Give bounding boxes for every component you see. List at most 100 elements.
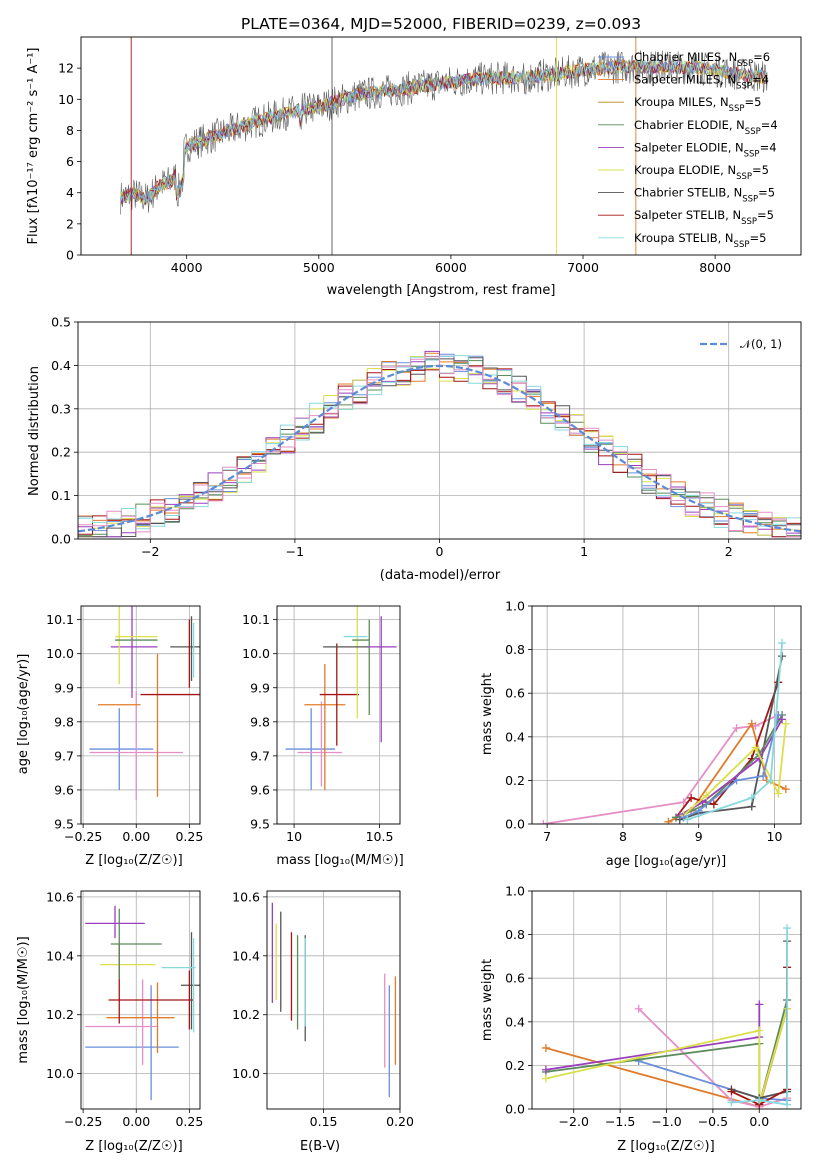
age-vs-z-ylabel: age [log₁₀(age/yr)] [16, 654, 31, 775]
y-tick-label: 10.2 [232, 1007, 260, 1022]
weight-series-line [731, 928, 788, 1106]
weight-marker [732, 724, 741, 733]
spectrum-title: PLATE=0364, MJD=52000, FIBERID=0239, z=0… [241, 15, 641, 33]
x-tick-label: 10 [767, 829, 783, 844]
weight-marker [778, 715, 787, 724]
x-tick-label: −1.0 [651, 1114, 681, 1129]
y-tick-label: 9.5 [54, 817, 74, 832]
spectrum-series-line [120, 59, 768, 206]
x-tick-label: 0.0 [749, 1114, 769, 1129]
errorbars [89, 606, 200, 801]
weight-marker [709, 800, 718, 809]
legend-entry: Salpeter ELODIE, NSSP=4 [634, 140, 777, 159]
y-tick-label: 0.1 [51, 488, 71, 503]
y-tick-label: 10.0 [242, 646, 270, 661]
y-tick-label: 10 [58, 92, 74, 107]
histogram-series [78, 350, 801, 539]
spectrum-ylabel: Flux [fλ10⁻¹⁷ erg cm⁻² s⁻¹ A⁻¹] [26, 48, 41, 245]
y-tick-label: 10.0 [46, 646, 74, 661]
weight-marker [759, 772, 768, 781]
weight-marker [747, 793, 756, 802]
x-tick-label: 5000 [303, 260, 335, 275]
y-tick-label: 10.4 [232, 948, 260, 963]
legend-entry: Kroupa STELIB, NSSP=5 [634, 231, 766, 250]
plot-frame [276, 605, 401, 825]
weight-vs-age-xlabel: age [log₁₀(age/yr)] [606, 854, 727, 869]
x-tick-label: 0.15 [310, 1114, 338, 1129]
y-tick-label: 10.0 [232, 1066, 260, 1081]
weight-series-line [687, 643, 783, 821]
y-tick-label: 0.2 [51, 445, 71, 460]
legend-entry: Kroupa ELODIE, NSSP=5 [634, 163, 769, 182]
x-tick-label: 4000 [171, 260, 203, 275]
plot-frame [80, 36, 802, 256]
y-tick-label: 9.7 [54, 748, 74, 763]
x-tick-label: −0.5 [698, 1114, 728, 1129]
weight-marker [664, 817, 673, 824]
x-tick-label: 0.25 [175, 829, 203, 844]
spectrum-series-line [120, 59, 768, 204]
x-tick-label: 0.20 [386, 1114, 414, 1129]
y-tick-label: 4 [66, 185, 74, 200]
y-tick-label: 0.2 [505, 1058, 525, 1073]
weight-marker [778, 639, 787, 648]
y-tick-label: 0.5 [51, 315, 71, 330]
weight-marker [727, 1087, 736, 1096]
x-tick-label: 8000 [699, 260, 731, 275]
mass-vs-z-xlabel: Z [log₁₀(Z/Z☉)] [85, 1139, 182, 1154]
legend-entry: Salpeter MILES, NSSP=4 [634, 73, 769, 92]
residuals-ylabel: Normed distribution [27, 366, 42, 496]
x-tick-label: 7 [543, 829, 551, 844]
weight-marker [747, 719, 756, 728]
weight-marker [783, 924, 792, 933]
gaussian-curve [78, 364, 801, 533]
weight-marker [766, 776, 775, 785]
x-tick-label: 1 [580, 544, 588, 559]
y-tick-label: 6 [66, 154, 74, 169]
x-tick-label: 0 [436, 544, 444, 559]
y-tick-label: 0.0 [505, 817, 525, 832]
weight-vs-z-xlabel: Z [log₁₀(Z/Z☉)] [617, 1139, 714, 1154]
weight-series-line [545, 1008, 788, 1105]
residuals-panel: (data-model)/error Normed distribution 𝒩… [27, 315, 802, 583]
x-tick-label: −1 [286, 544, 304, 559]
weight-vs-z-ylabel: mass weight [480, 959, 495, 1041]
y-tick-label: 10.6 [232, 889, 260, 904]
mass-vs-ebv-xlabel: E(B-V) [300, 1139, 340, 1154]
y-tick-label: 0.0 [51, 532, 71, 547]
plot-frame [80, 605, 201, 825]
y-tick-label: 0.4 [505, 1014, 525, 1029]
y-tick-label: 10.4 [46, 948, 74, 963]
weight-vs-age-panel: age [log₁₀(age/yr)] mass weight 7 8 9 10 0.0… [480, 599, 802, 869]
x-tick-label: 7000 [567, 260, 599, 275]
y-tick-label: 0.4 [505, 729, 525, 744]
x-tick-label: 0.00 [122, 829, 150, 844]
errorbars [271, 902, 397, 1098]
legend-entry: Salpeter STELIB, NSSP=5 [634, 208, 774, 227]
y-tick-label: 10.0 [46, 1066, 74, 1081]
x-tick-label: −0.25 [64, 829, 102, 844]
y-tick-label: 2 [66, 216, 74, 231]
weight-marker [539, 820, 548, 824]
y-tick-label: 9.5 [250, 817, 270, 832]
weight-marker [687, 793, 696, 802]
histogram-series [78, 356, 801, 539]
legend-entry: Chabrier ELODIE, NSSP=4 [634, 118, 778, 137]
weight-marker [634, 1004, 643, 1013]
x-tick-label: 2 [725, 544, 733, 559]
weight-marker [774, 789, 783, 798]
weight-marker [702, 791, 711, 800]
spectrum-xlabel: wavelength [Angstrom, rest frame] [327, 283, 556, 298]
weight-marker [732, 776, 741, 785]
x-tick-label: −2.0 [559, 1114, 589, 1129]
histograms [78, 350, 801, 539]
y-tick-label: 0.0 [505, 1102, 525, 1117]
y-tick-label: 10.6 [46, 889, 74, 904]
mass-vs-metallicity-panel: Z [log₁₀(Z/Z☉)] mass [log₁₀(M/M☉)] −0.25… [16, 889, 203, 1154]
weight-marker [781, 785, 790, 794]
weight-marker [541, 1043, 550, 1052]
y-tick-label: 9.8 [250, 714, 270, 729]
spectrum-lines [120, 37, 769, 255]
legend-entry: Chabrier STELIB, NSSP=5 [634, 186, 775, 205]
